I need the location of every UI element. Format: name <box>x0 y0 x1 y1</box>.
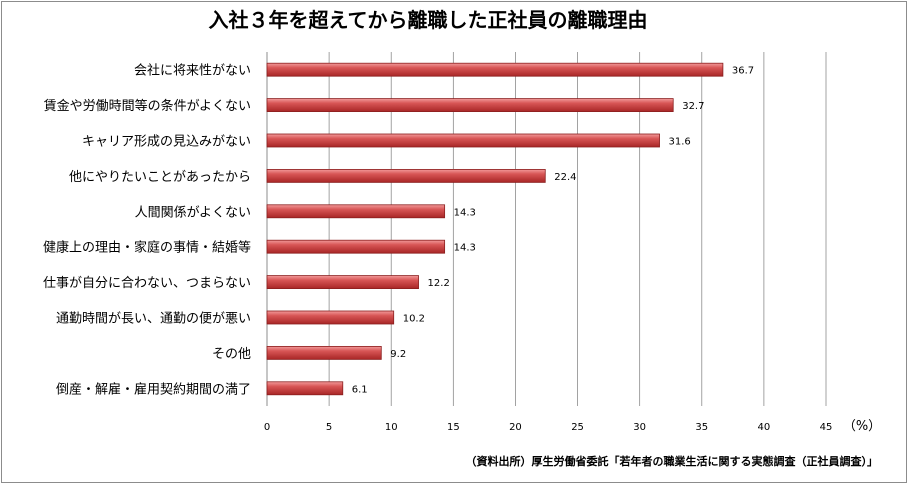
bar <box>266 62 724 77</box>
category-label: 健康上の理由・家庭の事情・結婚等 <box>43 240 251 256</box>
bar <box>266 239 446 254</box>
data-label: 6.1 <box>352 384 368 395</box>
x-tick-label: 20 <box>509 422 522 433</box>
bar <box>266 345 382 360</box>
bar <box>266 98 674 112</box>
bars <box>266 62 724 396</box>
data-label: 36.7 <box>732 66 754 77</box>
category-label: 賃金や労働時間等の条件がよくない <box>44 98 251 114</box>
bar <box>266 204 446 219</box>
category-label: 仕事が自分に合わない、つまらない <box>43 276 251 291</box>
data-label: 14.3 <box>454 207 476 218</box>
data-label: 9.2 <box>390 349 406 360</box>
source-note: （資料出所）厚生労働省委託「若年者の職業生活に関する実態調査（正社員調査）」 <box>466 454 879 468</box>
x-tick-label: 30 <box>633 422 646 433</box>
category-label: その他 <box>212 347 251 362</box>
chart-title: 入社３年を超えてから離職した正社員の離職理由 <box>209 8 648 32</box>
x-tick-label: 0 <box>264 422 270 433</box>
data-label: 12.2 <box>428 278 450 289</box>
x-tick-label: 10 <box>385 422 398 433</box>
data-label: 31.6 <box>669 137 691 148</box>
bar <box>266 310 395 325</box>
category-label: 他にやりたいことがあったから <box>69 170 251 185</box>
x-tick-label: 35 <box>695 422 708 433</box>
bar <box>266 168 546 183</box>
category-label: 会社に将来性がない <box>134 63 251 79</box>
data-label: 22.4 <box>554 172 576 183</box>
bar <box>266 133 660 148</box>
category-label: 通勤時間が長い、通勤の便が悪い <box>56 312 251 327</box>
data-label: 10.2 <box>403 314 425 325</box>
x-tick-label: 40 <box>758 422 771 433</box>
data-label: 14.3 <box>454 243 476 254</box>
data-labels: 36.7 32.7 31.6 22.4 14.3 14.3 12.2 10.2 9.2 6.1 <box>352 66 754 396</box>
bar <box>266 275 419 290</box>
data-label: 32.7 <box>682 101 704 112</box>
x-axis-unit-label: （%） <box>843 419 881 434</box>
x-tick-label: 45 <box>820 422 833 433</box>
x-tick-label: 5 <box>326 422 332 433</box>
x-tick-label: 25 <box>571 422 584 433</box>
category-label: 倒産・解雇・雇用契約期間の満了 <box>56 381 251 397</box>
category-label: キャリア形成の見込みがない <box>82 135 251 150</box>
x-axis-ticks: 0 5 10 15 20 25 30 35 40 45 <box>264 422 833 433</box>
category-label: 人間関係がよくない <box>135 205 251 220</box>
category-labels: 会社に将来性がない賃金や労働時間等の条件がよくないキャリア形成の見込みがない他に… <box>43 63 251 398</box>
bar <box>266 381 344 396</box>
x-tick-label: 15 <box>447 422 460 433</box>
